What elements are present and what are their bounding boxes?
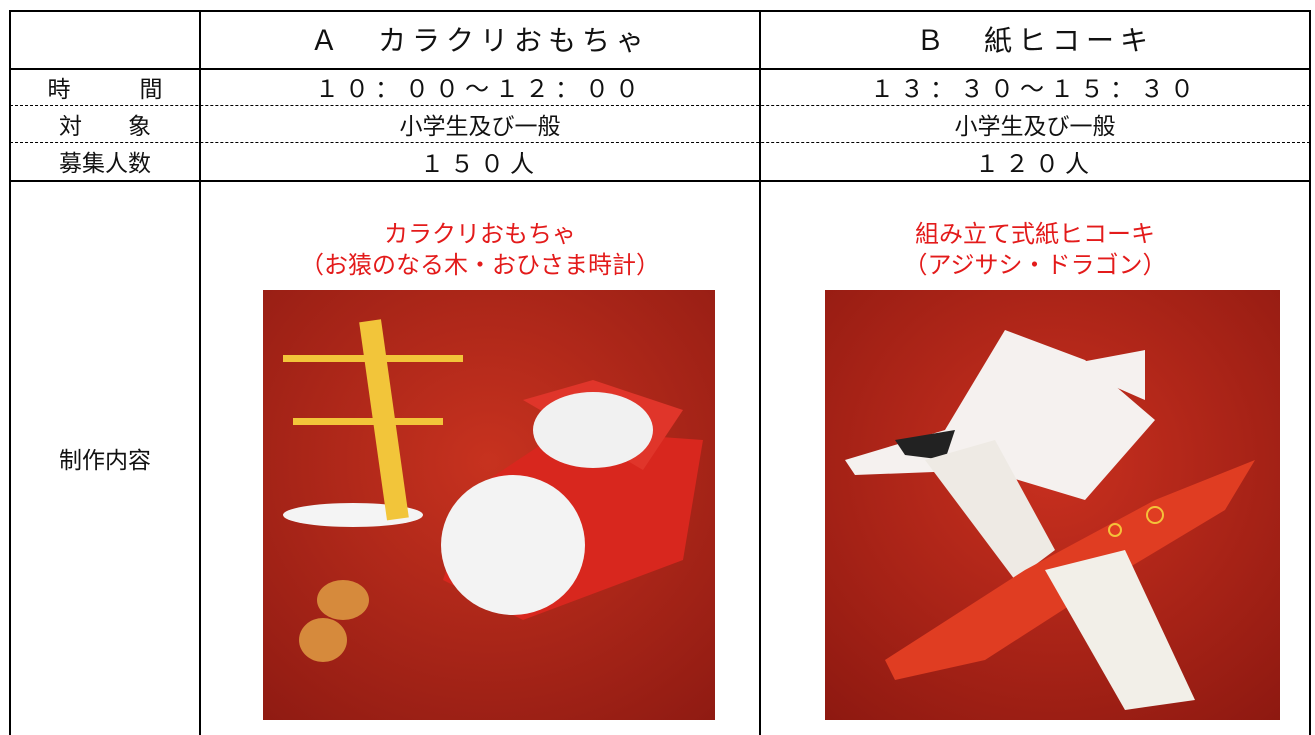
- content-caption: カラクリおもちゃ: [384, 220, 576, 248]
- row-line-dashed: [10, 105, 1310, 106]
- cell-value: 小学生及び一般: [954, 113, 1116, 140]
- content-cell: カラクリおもちゃ （お猿のなる木・おひさま時計）: [200, 180, 760, 735]
- column-line: [9, 10, 11, 735]
- column-header: Ａ カラクリおもちゃ: [309, 24, 650, 57]
- row-label: 募集人数: [59, 151, 151, 177]
- content-cell: 組み立て式紙ヒコーキ （アジサシ・ドラゴン）: [760, 180, 1310, 735]
- content-caption: （アジサシ・ドラゴン）: [903, 251, 1167, 279]
- row-line: [10, 180, 1310, 182]
- row-line: [10, 68, 1310, 70]
- cell-value: １０：００～１２：００: [315, 75, 645, 103]
- content-caption: （お猿のなる木・おひさま時計）: [300, 251, 660, 279]
- cell-value: １５０人: [420, 149, 540, 178]
- cell-value: 小学生及び一般: [399, 113, 561, 140]
- column-line: [199, 10, 201, 735]
- column-line: [759, 10, 761, 735]
- cell-value: １３：３０～１５：３０: [870, 75, 1200, 103]
- table-border-top: [10, 10, 1310, 12]
- column-line: [1309, 10, 1311, 735]
- row-line-dashed: [10, 142, 1310, 143]
- row-label: 制作内容: [59, 447, 151, 474]
- row-label: 対 象: [59, 113, 151, 140]
- row-label: 時 間: [47, 76, 163, 103]
- photo-toys: [263, 290, 715, 720]
- column-header: Ｂ 紙ヒコーキ: [915, 24, 1154, 57]
- cell-value: １２０人: [975, 149, 1095, 178]
- content-caption: 組み立て式紙ヒコーキ: [915, 220, 1155, 248]
- photo-planes: [825, 290, 1280, 720]
